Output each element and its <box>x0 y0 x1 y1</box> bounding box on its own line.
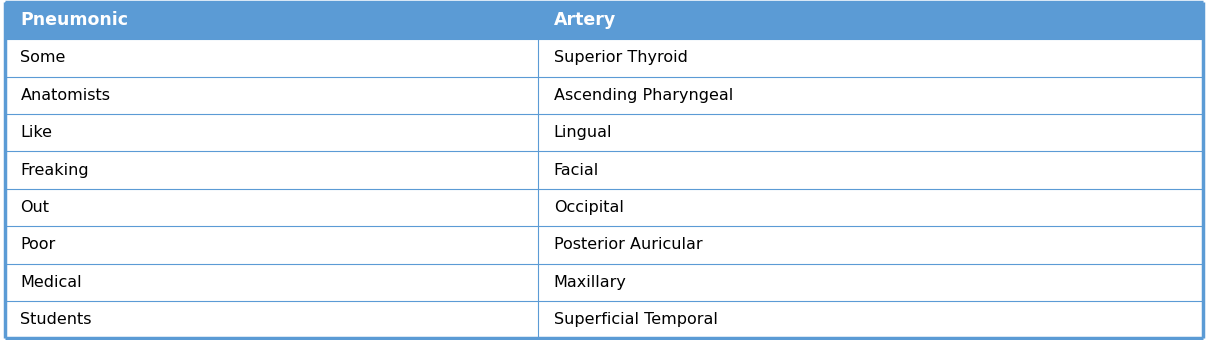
Text: Maxillary: Maxillary <box>553 275 627 290</box>
Text: Poor: Poor <box>21 237 56 252</box>
Bar <box>5 264 1203 301</box>
Bar <box>5 151 1203 189</box>
Text: Superficial Temporal: Superficial Temporal <box>553 312 718 327</box>
Text: Ascending Pharyngeal: Ascending Pharyngeal <box>553 88 733 103</box>
Text: Superior Thyroid: Superior Thyroid <box>553 50 687 65</box>
Bar <box>5 189 1203 226</box>
Text: Lingual: Lingual <box>553 125 612 140</box>
Text: Some: Some <box>21 50 65 65</box>
Bar <box>5 39 1203 76</box>
Text: Posterior Auricular: Posterior Auricular <box>553 237 702 252</box>
Bar <box>5 301 1203 338</box>
Bar <box>5 76 1203 114</box>
Text: Facial: Facial <box>553 163 599 177</box>
Text: Students: Students <box>21 312 92 327</box>
Bar <box>5 114 1203 151</box>
Text: Artery: Artery <box>553 12 616 29</box>
Text: Pneumonic: Pneumonic <box>21 12 128 29</box>
Bar <box>5 226 1203 264</box>
Text: Like: Like <box>21 125 52 140</box>
Text: Occipital: Occipital <box>553 200 623 215</box>
Text: Out: Out <box>21 200 50 215</box>
Text: Medical: Medical <box>21 275 82 290</box>
Text: Anatomists: Anatomists <box>21 88 110 103</box>
Bar <box>5 2 1203 39</box>
Text: Freaking: Freaking <box>21 163 89 177</box>
